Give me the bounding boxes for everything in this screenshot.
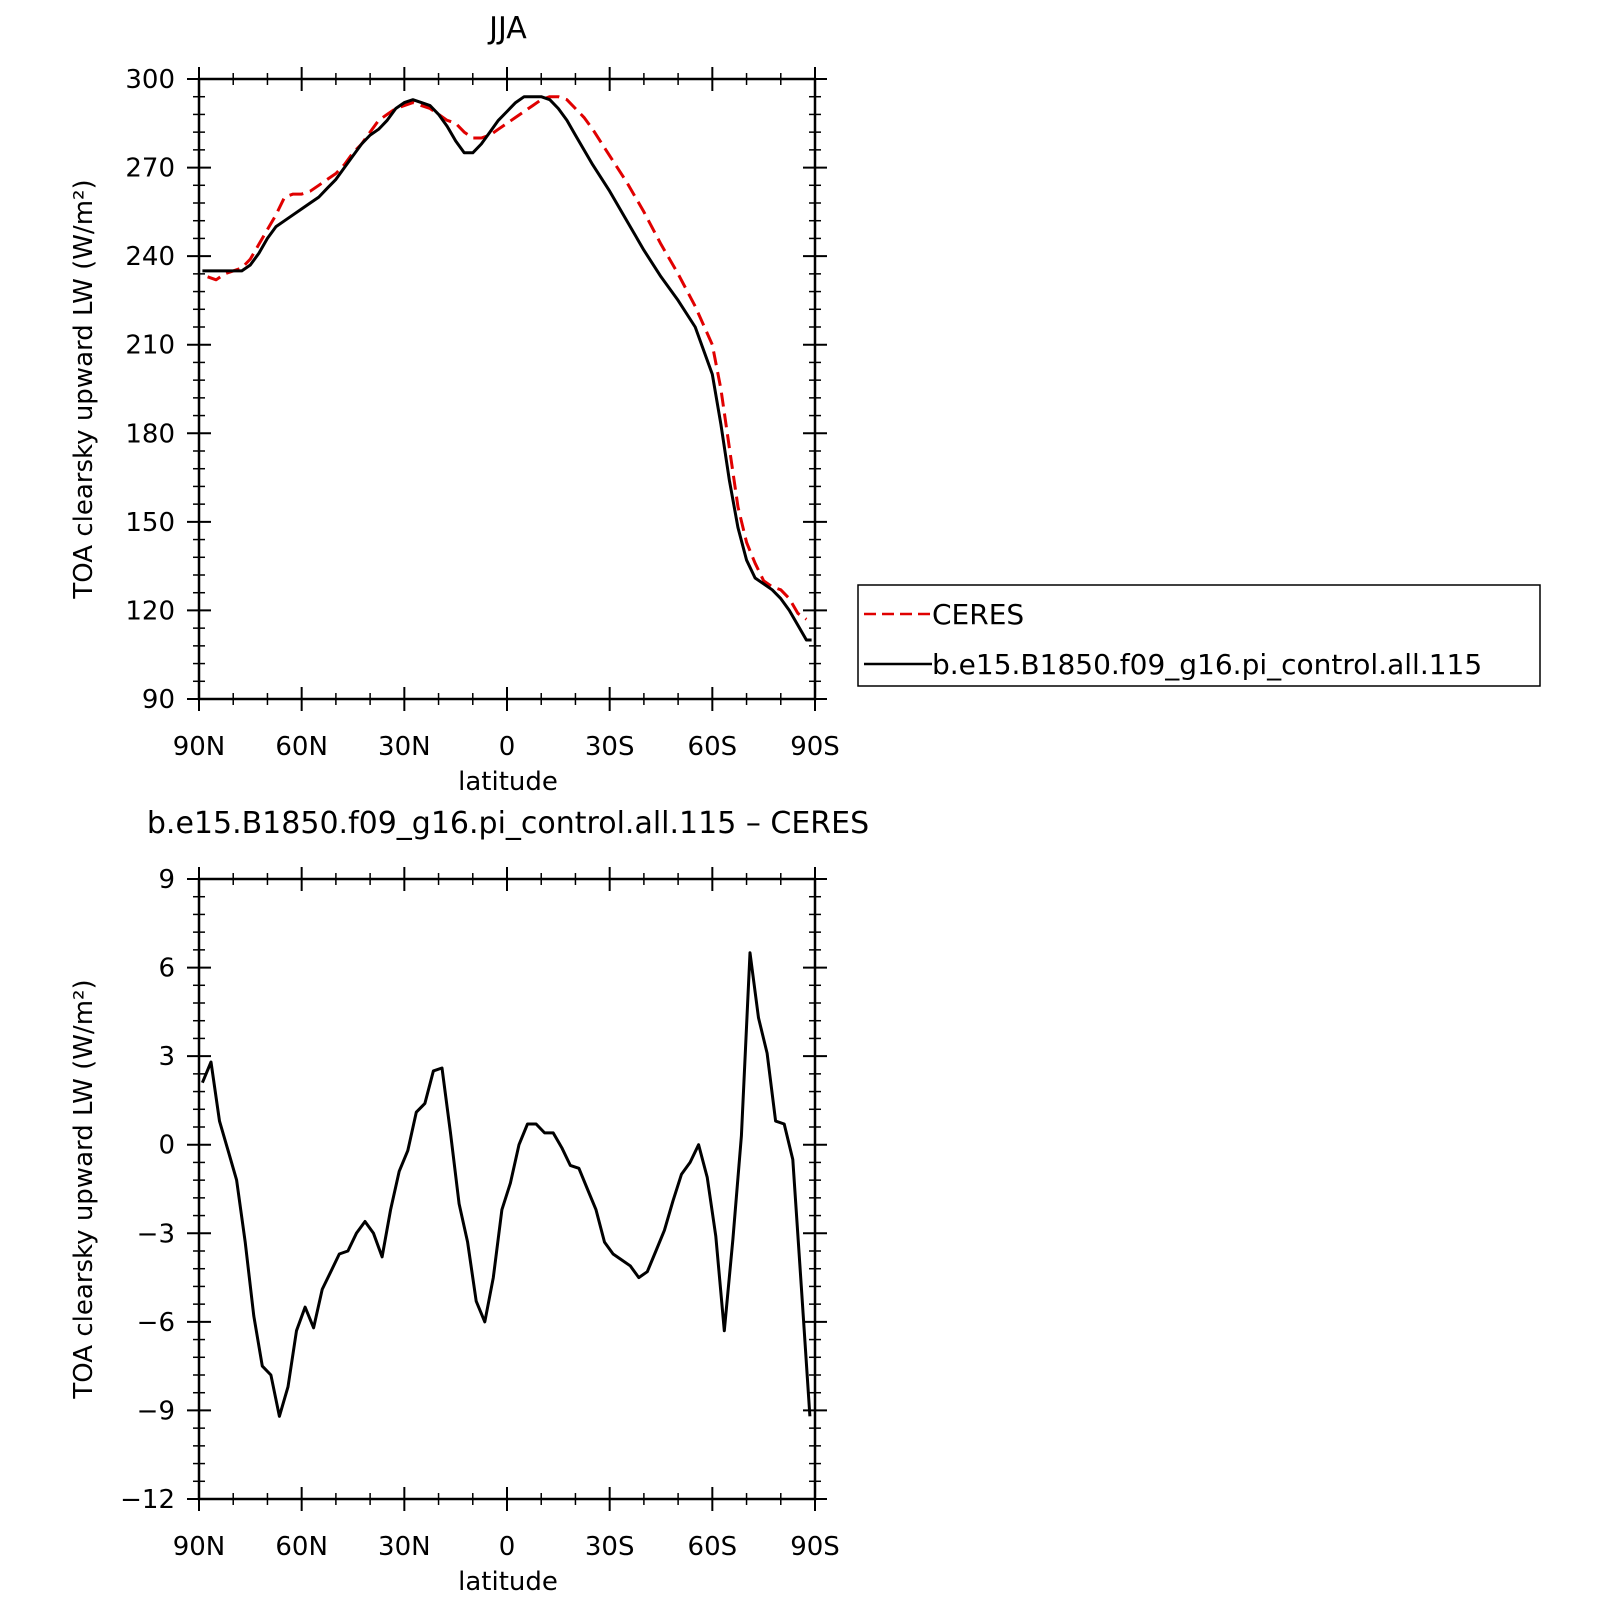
legend: CERES b.e15.B1850.f09_g16.pi_control.all… — [857, 584, 1541, 687]
bottom-x-tick-label: 0 — [499, 1532, 516, 1562]
top-y-tick-label: 210 — [125, 331, 175, 361]
bottom-y-tick-label: −9 — [137, 1396, 175, 1426]
top-x-tick-label: 30N — [378, 732, 431, 762]
legend-label-ceres: CERES — [932, 598, 1024, 631]
bottom-x-tick-label: 30N — [378, 1532, 431, 1562]
bottom-y-tick-label: 6 — [158, 954, 175, 984]
top-y-tick-label: 240 — [125, 242, 175, 272]
top-series-line-model — [202, 95, 812, 642]
bottom-series-line-model — [201, 951, 812, 1418]
legend-label-model: b.e15.B1850.f09_g16.pi_control.all.115 — [932, 648, 1482, 681]
top-y-tick-label: 180 — [125, 419, 175, 449]
bottom-x-tick-label: 30S — [585, 1532, 635, 1562]
top-y-tick-label: 90 — [142, 685, 175, 715]
top-x-tick-label: 90N — [173, 732, 226, 762]
top-y-axis-label: TOA clearsky upward LW (W/m²) — [69, 179, 99, 599]
bottom-x-tick-label: 60S — [688, 1532, 738, 1562]
top-x-tick-label: 90S — [790, 732, 840, 762]
legend-box — [857, 584, 1541, 687]
top-x-tick-label: 0 — [499, 732, 516, 762]
bottom-ticks: −12 −9 −6 −3 0 3 6 9 90N 60N 30N 0 30S 60S 90S — [120, 865, 840, 1562]
top-y-tick-label: 300 — [125, 65, 175, 95]
top-y-tick-label: 150 — [125, 508, 175, 538]
bottom-y-tick-label: −6 — [137, 1308, 175, 1338]
bottom-y-tick-label: 3 — [158, 1042, 175, 1072]
top-series-line-ceres — [207, 95, 808, 621]
top-y-tick-label: 120 — [125, 596, 175, 626]
top-panel: JJA 90 120 150 180 210 240 270 300 90N 60N 30N 0 30S… — [69, 11, 840, 797]
top-ticks: 90 120 150 180 210 240 270 300 90N 60N 30N 0 30S 60S 9… — [125, 65, 839, 762]
bottom-chart-title: b.e15.B1850.f09_g16.pi_control.all.115 –… — [147, 806, 869, 841]
bottom-panel: b.e15.B1850.f09_g16.pi_control.all.115 –… — [69, 806, 869, 1597]
bottom-y-axis-label: TOA clearsky upward LW (W/m²) — [69, 979, 99, 1399]
bottom-x-axis-label: latitude — [458, 1567, 558, 1597]
bottom-x-tick-label: 90S — [790, 1532, 840, 1562]
top-series-group — [202, 95, 812, 642]
top-y-tick-label: 270 — [125, 154, 175, 184]
bottom-y-tick-label: −3 — [137, 1219, 175, 1249]
top-chart-title: JJA — [487, 11, 527, 46]
top-plot-frame — [197, 77, 817, 701]
bottom-y-tick-label: 0 — [158, 1131, 175, 1161]
bottom-y-tick-label: −12 — [120, 1485, 175, 1515]
bottom-y-tick-label: 9 — [158, 865, 175, 895]
bottom-series-group — [201, 951, 812, 1418]
top-x-tick-label: 60S — [688, 732, 738, 762]
bottom-x-tick-label: 90N — [173, 1532, 226, 1562]
bottom-x-tick-label: 60N — [275, 1532, 328, 1562]
top-x-axis-label: latitude — [458, 767, 558, 797]
top-x-tick-label: 60N — [275, 732, 328, 762]
top-x-tick-label: 30S — [585, 732, 635, 762]
